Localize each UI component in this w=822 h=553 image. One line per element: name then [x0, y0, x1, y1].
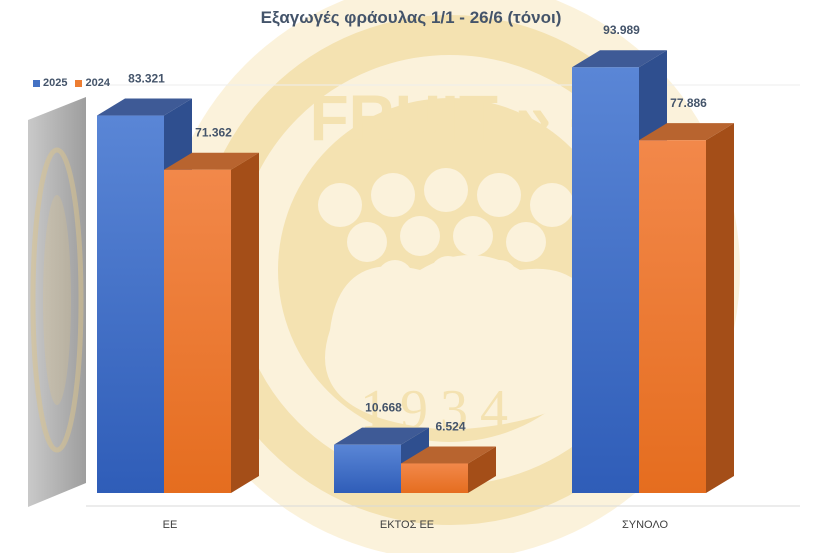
bar-top [639, 123, 734, 141]
bar-side [231, 152, 259, 493]
data-label-2025-2: 93.989 [603, 23, 640, 37]
bar-side [706, 123, 734, 493]
category-labels-layer: ΕΕ ΕΚΤΟΣ ΕΕ ΣΥΝΟΛΟ [163, 519, 669, 531]
bar-top [164, 152, 259, 170]
category-label-1: ΕΚΤΟΣ ΕΕ [380, 519, 434, 531]
bar-top [334, 427, 429, 445]
chart-side-wall [28, 97, 86, 507]
bar-top [97, 98, 192, 116]
watermark-grapes [318, 168, 574, 296]
bar-2025-1 [334, 427, 429, 493]
bar-front [639, 140, 706, 493]
bar-side [468, 446, 496, 493]
bar-front [164, 169, 231, 493]
bar-front [572, 67, 639, 493]
chart-title: Εξαγωγές φράουλας 1/1 - 26/6 (τόνοι) [260, 8, 562, 27]
bar-2024-2 [639, 123, 734, 493]
data-label-2024-2: 77.886 [670, 96, 707, 110]
legend-label-2025: 2025 [43, 77, 68, 89]
bar-2024-0 [164, 152, 259, 493]
legend-label-2024: 2024 [85, 77, 110, 89]
bar-top [401, 446, 496, 464]
bar-2024-1 [401, 446, 496, 493]
category-label-2: ΣΥΝΟΛΟ [622, 519, 669, 531]
data-label-2024-0: 71.362 [195, 126, 232, 140]
watermark-pear-shape [325, 255, 603, 430]
bar-front [401, 463, 468, 493]
legend-item-2025: 2025 [33, 77, 67, 89]
watermark-text: FRUIT » - [310, 82, 591, 154]
bar-top [572, 50, 667, 68]
legend-swatch-2024 [75, 79, 83, 87]
bar-front [97, 115, 164, 493]
value-labels-layer: 83.321 71.362 10.668 6.524 93.989 77.886 [128, 23, 707, 433]
bars-layer [97, 50, 734, 494]
legend-swatch-2025 [33, 79, 40, 87]
bar-front [334, 444, 401, 493]
chart-legend: 2025 2024 [33, 77, 110, 89]
legend-item-2024: 2024 [75, 77, 110, 89]
category-label-0: ΕΕ [163, 519, 178, 531]
data-label-2025-0: 83.321 [128, 72, 165, 86]
wall-watermark-seal [30, 147, 84, 453]
data-label-2024-1: 6.524 [435, 419, 465, 433]
data-label-2025-1: 10.668 [365, 401, 402, 415]
